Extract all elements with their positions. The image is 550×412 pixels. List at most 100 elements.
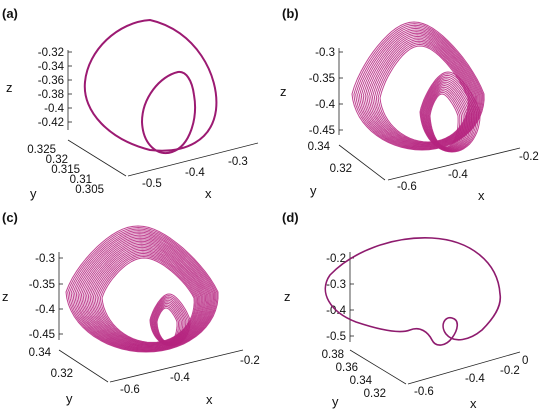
trajectory-outer-strand	[65, 225, 219, 353]
trajectory-inner-strand	[154, 302, 182, 344]
trajectory-c	[65, 225, 219, 353]
z-axis-label-d: z	[284, 289, 291, 304]
x-tick-label: 0	[522, 355, 528, 367]
x-axis-b	[387, 147, 521, 181]
trajectory-inner-strand	[428, 90, 462, 149]
y-tick-label: 0.36	[336, 362, 358, 374]
trajectory-inner-strand	[155, 305, 179, 343]
trajectory-inner-strand	[153, 301, 184, 345]
trajectory-outer-strand	[375, 42, 471, 144]
z-axis-label-a: z	[6, 80, 13, 95]
y-tick-label: 0.32	[330, 163, 352, 175]
y-axis-d	[349, 349, 407, 385]
x-tick-label: -0.6	[414, 386, 434, 398]
x-axis-label-a: x	[205, 186, 212, 201]
y-tick-label: 0.325	[27, 144, 56, 156]
y-tick-label: 0.34	[308, 141, 331, 153]
x-tick-label: -0.4	[185, 167, 205, 179]
z-tick-label: -0.3	[326, 279, 346, 291]
y-tick-label: 0.34	[350, 375, 373, 387]
trajectory-inner-loop-a	[141, 70, 196, 155]
z-tick-label: -0.35	[309, 73, 335, 85]
z-tick-label: -0.4	[315, 99, 335, 111]
y-tick-label: 0.32	[46, 154, 68, 166]
x-ticks-c: -0.6 -0.4 -0.2	[120, 355, 260, 396]
y-ticks-c: 0.34 0.32	[29, 347, 73, 380]
z-tick-label: -0.34	[38, 61, 65, 73]
trajectory-inner-strand	[151, 298, 187, 346]
trajectory-inner-strand	[149, 293, 191, 347]
trajectory-a	[83, 19, 218, 155]
y-tick-label: 0.31	[70, 174, 92, 186]
x-axis-label-b: x	[478, 188, 485, 203]
panel-a: (a) -0.32 -0.34 -0.36 -0.38 -0.4 -0.42 z…	[2, 6, 259, 201]
y-axis-a	[67, 139, 127, 177]
trajectory-inner-strand	[156, 307, 178, 343]
panel-b: (b) -0.3 -0.35 -0.4 -0.45 z 0.34 0.32 y …	[280, 6, 539, 203]
z-tick-label: -0.2	[326, 253, 346, 265]
panel-label-c: (c)	[2, 210, 18, 225]
y-ticks-d: 0.38 0.36 0.34 0.32	[322, 349, 386, 400]
z-ticks-c: -0.3 -0.35 -0.4 -0.45	[29, 253, 63, 341]
y-tick-label: 0.34	[29, 347, 52, 359]
x-ticks-d: -0.6 -0.4 -0.2 0	[414, 355, 528, 398]
trajectory-outer-strand	[360, 29, 480, 148]
y-tick-label: 0.305	[75, 184, 104, 196]
trajectory-inner-strand	[151, 296, 188, 346]
trajectory-inner-strand	[429, 93, 459, 148]
trajectory-outer-strand	[67, 227, 218, 352]
y-ticks-a: 0.325 0.32 0.315 0.31 0.305	[27, 144, 104, 196]
trajectory-inner-strand	[425, 85, 468, 150]
y-axis-label-c: y	[66, 391, 73, 406]
trajectory-outer-loop-a	[83, 19, 218, 152]
x-tick-label: -0.6	[120, 384, 140, 396]
panel-c: (c) -0.3 -0.35 -0.4 -0.45 z 0.34 0.32 y …	[2, 210, 260, 407]
z-tick-label: -0.4	[35, 304, 55, 316]
trajectory-outer-strand	[373, 40, 472, 145]
z-ticks-a: -0.32 -0.34 -0.36 -0.38 -0.4 -0.42	[38, 47, 72, 129]
z-axis-label-b: z	[280, 84, 287, 99]
x-tick-label: -0.4	[170, 372, 190, 384]
z-tick-label: -0.45	[309, 125, 335, 137]
y-tick-label: 0.32	[51, 368, 73, 380]
x-tick-label: -0.4	[465, 373, 485, 385]
z-axis-label-c: z	[2, 289, 9, 304]
trajectory-inner-strand	[150, 295, 190, 347]
y-axis-label-b: y	[310, 183, 317, 198]
trajectory-b	[351, 21, 485, 153]
y-tick-label: 0.38	[322, 349, 344, 361]
trajectory-inner-strand	[154, 304, 181, 344]
z-tick-label: -0.42	[38, 117, 64, 129]
trajectory-outer-strand	[368, 35, 475, 146]
z-tick-label: -0.45	[29, 329, 55, 341]
trajectory-inner-strand	[428, 91, 461, 148]
x-axis-label-d: x	[470, 396, 477, 411]
x-tick-label: -0.3	[228, 156, 248, 168]
x-ticks-b: -0.6 -0.4 -0.2	[397, 151, 539, 193]
z-tick-label: -0.32	[38, 47, 64, 59]
y-ticks-b: 0.34 0.32	[308, 141, 352, 175]
x-tick-label: -0.4	[448, 169, 468, 181]
z-tick-label: -0.38	[38, 89, 64, 101]
trajectory-inner-strand	[423, 80, 473, 151]
trajectory-inner-strand	[424, 83, 469, 150]
x-tick-label: -0.2	[240, 355, 260, 367]
x-tick-label: -0.5	[142, 178, 162, 190]
panel-label-b: (b)	[282, 6, 299, 21]
x-ticks-a: -0.5 -0.4 -0.3	[142, 156, 248, 190]
panel-d: (d) -0.2 -0.3 -0.4 -0.5 z 0.38 0.36 0.34…	[282, 210, 528, 411]
trajectory-inner-strand	[427, 88, 464, 149]
trajectory-inner-strand	[152, 299, 185, 345]
panel-label-d: (d)	[282, 210, 299, 225]
trajectory-inner-strand	[421, 74, 478, 152]
x-axis-c	[109, 349, 244, 383]
x-axis-label-c: x	[206, 392, 213, 407]
trajectory-outer-strand	[379, 45, 469, 143]
x-tick-label: -0.6	[397, 181, 417, 193]
z-tick-label: -0.3	[315, 47, 335, 59]
trajectory-inner-strand	[419, 71, 481, 153]
trajectory-inner-strand	[422, 78, 474, 151]
z-tick-label: -0.5	[326, 331, 346, 343]
z-tick-label: -0.3	[35, 253, 55, 265]
